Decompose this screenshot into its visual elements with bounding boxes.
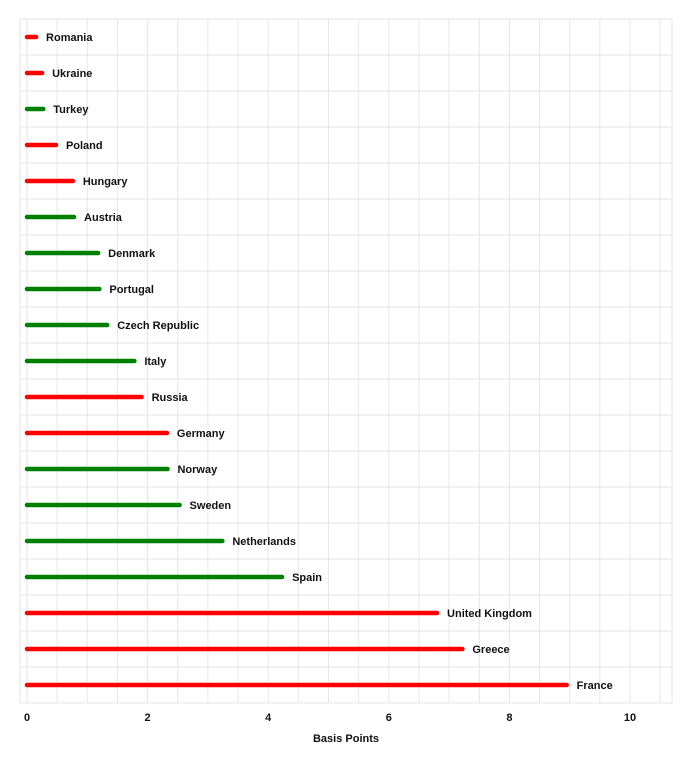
bar-label-greece: Greece xyxy=(472,644,509,656)
bar-label-united-kingdom: United Kingdom xyxy=(447,608,532,620)
x-tick-label: 4 xyxy=(265,712,272,724)
x-axis-title: Basis Points xyxy=(313,733,379,745)
bar-label-romania: Romania xyxy=(46,32,93,44)
bar-label-denmark: Denmark xyxy=(108,248,156,260)
x-tick-label: 6 xyxy=(386,712,392,724)
x-tick-label: 0 xyxy=(24,712,30,724)
bar-label-poland: Poland xyxy=(66,140,103,152)
bar-label-hungary: Hungary xyxy=(83,176,129,188)
bar-label-netherlands: Netherlands xyxy=(232,536,296,548)
x-tick-label: 8 xyxy=(506,712,512,724)
x-tick-label: 2 xyxy=(145,712,151,724)
plot-area-border xyxy=(19,18,673,704)
bar-label-ukraine: Ukraine xyxy=(52,68,92,80)
bar-label-austria: Austria xyxy=(84,212,123,224)
chart-bar-labels: Romania Ukraine Turkey Poland Hungary Austria… xyxy=(46,32,613,692)
bar-label-turkey: Turkey xyxy=(53,104,89,116)
chart-bars xyxy=(24,34,569,688)
bar-label-russia: Russia xyxy=(152,392,189,404)
bar-label-germany: Germany xyxy=(177,428,226,440)
x-tick-label: 10 xyxy=(624,712,636,724)
bar-label-czech-republic: Czech Republic xyxy=(117,320,199,332)
bar-label-italy: Italy xyxy=(144,356,167,368)
bar-label-portugal: Portugal xyxy=(109,284,154,296)
bar-label-spain: Spain xyxy=(292,572,322,584)
bar-label-sweden: Sweden xyxy=(190,500,232,512)
chart-grid xyxy=(19,18,673,704)
bar-label-france: France xyxy=(577,680,613,692)
x-axis-tick-labels: 0 2 4 6 8 10 xyxy=(24,712,636,724)
bar-label-norway: Norway xyxy=(177,464,218,476)
